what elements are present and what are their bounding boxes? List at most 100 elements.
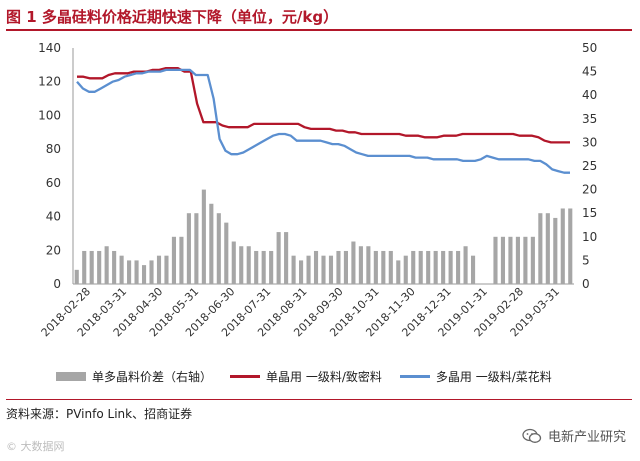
bar-spread bbox=[568, 208, 573, 284]
y-left-tick-label: 0 bbox=[53, 277, 61, 291]
y-right-tick-label: 45 bbox=[582, 65, 597, 79]
bar-spread bbox=[553, 217, 558, 284]
bar-spread bbox=[224, 222, 229, 284]
bar-spread bbox=[299, 260, 304, 284]
watermark-left: © 大数据网 bbox=[6, 440, 65, 453]
bar-spread bbox=[164, 255, 169, 284]
wechat-icon bbox=[522, 428, 542, 443]
bar-spread bbox=[261, 250, 266, 284]
bar-spread bbox=[89, 250, 94, 284]
bar-spread bbox=[321, 255, 326, 284]
bar-spread bbox=[448, 250, 453, 284]
legend-swatch-mono-line bbox=[230, 375, 261, 378]
legend-swatch-bar bbox=[56, 372, 86, 381]
bar-spread bbox=[119, 255, 124, 284]
y-left-tick-label: 40 bbox=[46, 210, 61, 224]
legend-item-spread: 单多晶料价差（右轴） bbox=[56, 368, 212, 385]
y-right-tick-label: 50 bbox=[582, 41, 597, 55]
bar-spread bbox=[74, 269, 79, 284]
watermark-right-text: 电新产业研究 bbox=[547, 430, 626, 445]
bar-spread bbox=[411, 250, 416, 284]
bar-spread bbox=[291, 255, 296, 284]
legend-item-mono: 单晶用 一级料/致密料 bbox=[230, 368, 382, 385]
bar-spread bbox=[538, 213, 543, 284]
line-poly-price bbox=[76, 68, 570, 174]
bar-spread bbox=[254, 250, 259, 284]
bar-spread bbox=[343, 250, 348, 284]
y-right-tick-label: 35 bbox=[582, 112, 597, 126]
bar-spread bbox=[530, 236, 535, 284]
source-divider bbox=[6, 399, 632, 400]
legend-label-mono: 单晶用 一级料/致密料 bbox=[266, 370, 382, 384]
bar-spread bbox=[373, 250, 378, 284]
y-right-tick-label: 20 bbox=[582, 183, 597, 197]
bar-spread bbox=[149, 260, 154, 284]
chart-canvas: 0204060801001201400510152025303540455020… bbox=[38, 41, 597, 339]
bar-spread bbox=[336, 250, 341, 284]
y-right-tick-label: 30 bbox=[582, 135, 597, 149]
bar-spread bbox=[306, 255, 311, 284]
bar-spread bbox=[358, 246, 363, 284]
bar-spread bbox=[276, 232, 281, 284]
bar-spread bbox=[396, 260, 401, 284]
bar-spread bbox=[403, 255, 408, 284]
bar-spread bbox=[328, 255, 334, 284]
bar-spread bbox=[201, 189, 206, 284]
bar-spread bbox=[134, 260, 139, 284]
title-divider bbox=[6, 29, 632, 31]
legend-swatch-poly-line bbox=[399, 375, 430, 378]
bar-spread bbox=[426, 250, 431, 284]
legend-label-poly: 多晶用 一级料/菜花料 bbox=[435, 370, 552, 384]
y-left-tick-label: 120 bbox=[38, 75, 61, 89]
bar-spread bbox=[186, 213, 191, 284]
chart-title: 图 1 多晶硅料价格近期快速下降（单位，元/kg） bbox=[6, 8, 339, 26]
bar-spread bbox=[82, 250, 87, 284]
y-left-tick-label: 80 bbox=[46, 142, 61, 156]
bar-spread bbox=[381, 250, 386, 284]
bar-spread bbox=[523, 236, 528, 284]
bar-spread bbox=[500, 236, 506, 284]
bar-spread bbox=[284, 232, 289, 284]
y-right-tick-label: 5 bbox=[582, 253, 590, 267]
bar-spread bbox=[269, 250, 274, 284]
y-left-tick-label: 20 bbox=[46, 243, 61, 257]
y-left-tick-label: 100 bbox=[38, 108, 61, 122]
source-note: 资料来源：PVinfo Link、招商证券 bbox=[6, 407, 193, 421]
line-mono-price bbox=[77, 67, 570, 144]
bar-spread bbox=[441, 250, 446, 284]
bar-spread bbox=[545, 213, 550, 284]
bar-spread bbox=[313, 250, 319, 284]
bar-spread bbox=[104, 246, 109, 284]
bar-spread bbox=[239, 246, 244, 284]
bar-spread bbox=[112, 250, 117, 284]
bar-spread bbox=[515, 236, 520, 284]
bar-spread bbox=[508, 236, 513, 284]
y-right-tick-label: 10 bbox=[582, 230, 597, 244]
bar-spread bbox=[179, 236, 184, 284]
y-left-tick-label: 60 bbox=[46, 176, 61, 190]
bar-spread bbox=[470, 255, 476, 284]
bar-spread bbox=[141, 265, 147, 284]
bar-spread bbox=[97, 250, 102, 284]
bar-spread bbox=[456, 250, 461, 284]
bar-spread bbox=[351, 241, 356, 284]
legend-label-spread: 单多晶料价差（右轴） bbox=[92, 370, 213, 384]
bar-spread bbox=[231, 241, 236, 284]
bar-spread bbox=[493, 236, 498, 284]
legend-item-poly: 多晶用 一级料/菜花料 bbox=[399, 368, 552, 385]
bar-spread bbox=[433, 250, 438, 284]
watermark-right: 电新产业研究 bbox=[522, 426, 626, 445]
bar-spread bbox=[156, 255, 162, 284]
bar-spread bbox=[171, 236, 177, 284]
y-right-tick-label: 25 bbox=[582, 159, 597, 173]
bar-spread bbox=[366, 246, 371, 284]
chart-legend: 单多晶料价差（右轴） 单晶用 一级料/致密料 多晶用 一级料/菜花料 bbox=[56, 368, 552, 385]
bar-spread bbox=[418, 250, 423, 284]
bar-spread bbox=[216, 213, 221, 284]
y-right-tick-label: 15 bbox=[582, 206, 597, 220]
y-left-tick-label: 140 bbox=[38, 41, 61, 55]
bar-spread bbox=[194, 213, 199, 284]
bar-spread bbox=[388, 250, 393, 284]
bar-spread bbox=[209, 203, 214, 284]
y-right-tick-label: 0 bbox=[582, 277, 590, 291]
